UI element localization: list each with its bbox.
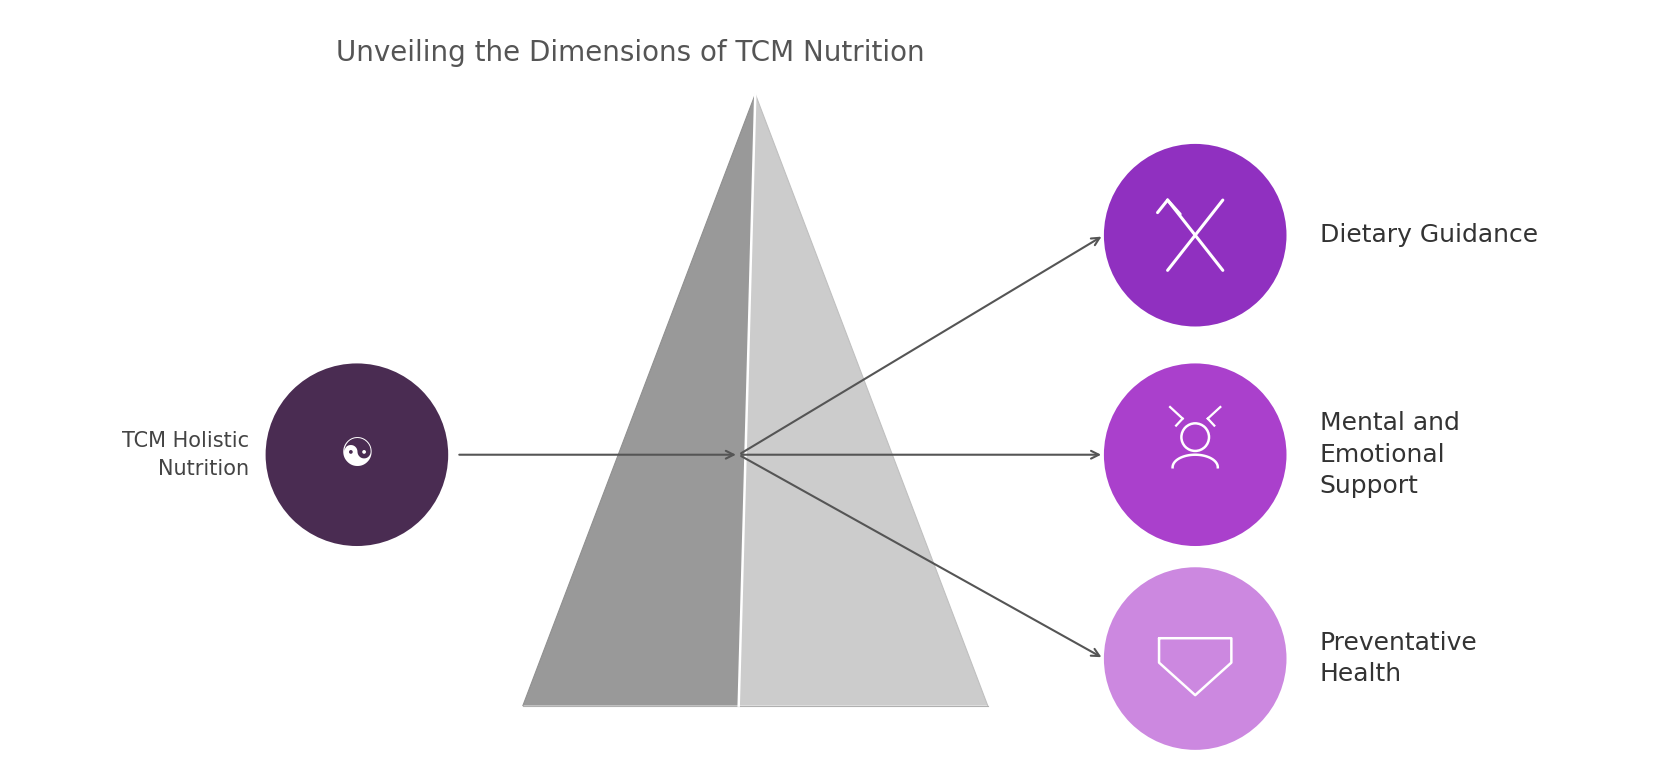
Ellipse shape bbox=[1104, 144, 1286, 326]
Polygon shape bbox=[739, 94, 988, 706]
Text: Mental and
Emotional
Support: Mental and Emotional Support bbox=[1320, 411, 1459, 499]
Ellipse shape bbox=[1104, 364, 1286, 546]
Text: Unveiling the Dimensions of TCM Nutrition: Unveiling the Dimensions of TCM Nutritio… bbox=[337, 39, 925, 67]
Polygon shape bbox=[523, 94, 755, 706]
Ellipse shape bbox=[1104, 568, 1286, 750]
Text: TCM Holistic
Nutrition: TCM Holistic Nutrition bbox=[121, 430, 249, 479]
Text: Dietary Guidance: Dietary Guidance bbox=[1320, 223, 1537, 247]
Text: Preventative
Health: Preventative Health bbox=[1320, 631, 1477, 686]
Text: ☯: ☯ bbox=[339, 436, 375, 474]
Ellipse shape bbox=[266, 364, 448, 546]
